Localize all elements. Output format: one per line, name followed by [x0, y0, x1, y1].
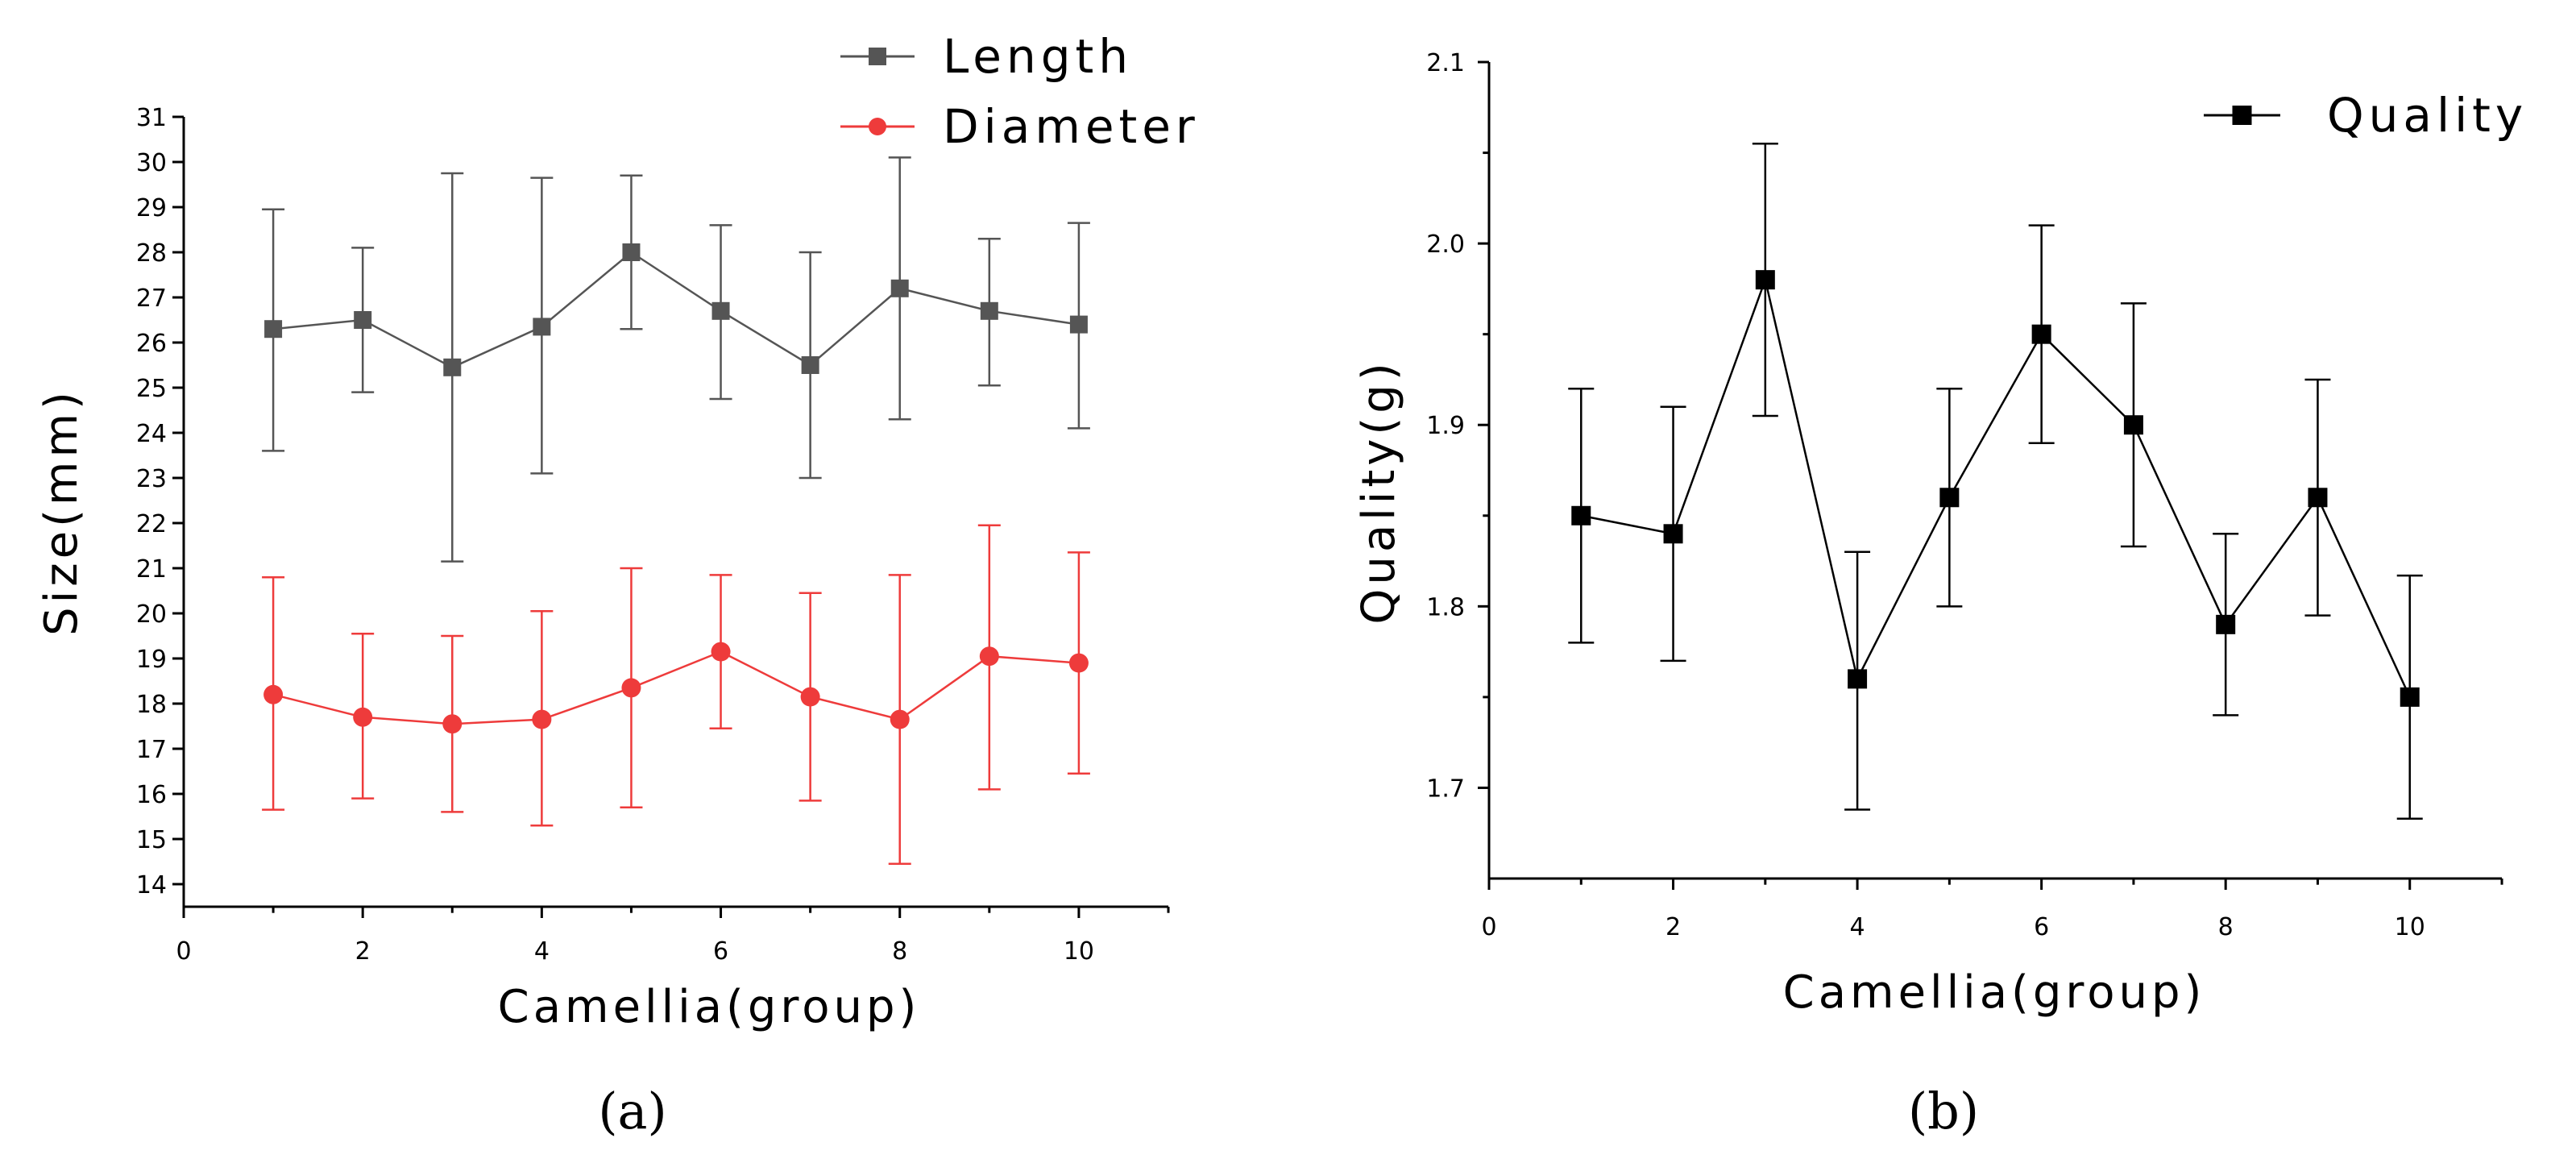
data-point — [980, 301, 998, 320]
series-quality — [1568, 143, 2423, 820]
data-point — [1755, 270, 1775, 290]
data-point — [1571, 505, 1591, 525]
data-point — [800, 687, 820, 707]
data-point — [711, 642, 731, 662]
data-point — [1068, 653, 1089, 673]
x-tick-label: 10 — [1064, 937, 1094, 966]
series-line — [272, 251, 1080, 369]
data-point — [979, 646, 999, 667]
x-axis-title: Camellia(group) — [1783, 966, 2206, 1019]
series-diameter — [262, 524, 1090, 866]
x-tick-label: 2 — [1665, 913, 1681, 941]
data-point — [621, 678, 641, 698]
y-axis-title: Size(mm) — [35, 388, 88, 636]
legend-marker — [869, 118, 886, 135]
data-point — [1069, 315, 1088, 334]
legend-label: Diameter — [943, 99, 1200, 154]
data-point — [2216, 614, 2236, 634]
y-tick-label: 1.7 — [1426, 775, 1465, 803]
data-point — [442, 714, 463, 734]
y-axis-title: Quality(g) — [1353, 359, 1405, 624]
y-tick-label: 16 — [136, 781, 167, 809]
y-tick-label: 1.9 — [1426, 412, 1465, 440]
y-tick-label: 19 — [136, 646, 167, 674]
x-tick-label: 4 — [1850, 913, 1865, 941]
data-point — [264, 320, 283, 339]
data-point — [354, 311, 372, 329]
y-tick-label: 18 — [136, 691, 167, 719]
data-point — [263, 684, 284, 704]
series-length — [262, 156, 1090, 563]
x-tick-label: 2 — [355, 937, 371, 966]
y-tick-label: 25 — [136, 375, 167, 403]
y-tick-label: 22 — [136, 510, 167, 538]
y-tick-label: 26 — [136, 330, 167, 358]
data-point — [711, 301, 730, 320]
y-tick-label: 14 — [136, 871, 167, 899]
y-tick-label: 30 — [136, 149, 167, 177]
x-tick-label: 0 — [1481, 913, 1496, 941]
data-point — [353, 707, 373, 727]
data-point — [801, 356, 819, 374]
legend-label: Length — [943, 29, 1133, 84]
data-point — [2400, 687, 2420, 707]
y-tick-label: 1.8 — [1426, 593, 1465, 621]
y-tick-label: 31 — [136, 104, 167, 132]
legend-marker — [2232, 106, 2252, 125]
data-point — [1848, 669, 1868, 689]
y-tick-label: 28 — [136, 239, 167, 268]
x-tick-label: 4 — [534, 937, 550, 966]
y-tick-label: 17 — [136, 736, 167, 764]
data-point — [443, 358, 462, 376]
y-tick-label: 20 — [136, 600, 167, 629]
y-tick-label: 2.1 — [1426, 49, 1465, 77]
x-axis-title: Camellia(group) — [498, 981, 921, 1033]
y-tick-label: 2.0 — [1426, 231, 1465, 259]
y-tick-label: 27 — [136, 285, 167, 313]
series-line — [272, 650, 1080, 725]
data-point — [2031, 324, 2051, 344]
legend-marker — [869, 48, 886, 65]
x-tick-label: 6 — [2034, 913, 2049, 941]
data-point — [2308, 488, 2328, 508]
data-point — [890, 709, 910, 729]
legend-label: Quality — [2327, 88, 2528, 143]
x-tick-label: 10 — [2395, 913, 2425, 941]
y-tick-label: 23 — [136, 465, 167, 493]
series-line — [1581, 276, 2411, 698]
x-tick-label: 0 — [176, 937, 191, 966]
x-tick-label: 6 — [713, 937, 728, 966]
data-point — [622, 243, 641, 261]
y-tick-label: 24 — [136, 420, 167, 448]
panel-label: (b) — [1908, 1082, 1979, 1140]
x-tick-label: 8 — [892, 937, 907, 966]
x-tick-label: 8 — [2218, 913, 2234, 941]
chart-panel-b: 0 2 4 6 8 10 1.7 1.8 1.9 2.0 2.1 Camellia(group) Qua… — [1353, 49, 2528, 1140]
data-point — [2123, 415, 2143, 435]
data-point — [890, 279, 909, 297]
data-point — [533, 318, 551, 336]
y-tick-label: 29 — [136, 194, 167, 222]
data-point — [532, 709, 552, 729]
chart-panel-a: 0 2 4 6 8 10141516171819202122232425262728293… — [35, 29, 1200, 1140]
data-point — [1939, 488, 1960, 508]
y-tick-label: 21 — [136, 555, 167, 584]
panel-label: (a) — [598, 1082, 666, 1140]
y-tick-label: 15 — [136, 826, 167, 854]
data-point — [1663, 524, 1683, 544]
